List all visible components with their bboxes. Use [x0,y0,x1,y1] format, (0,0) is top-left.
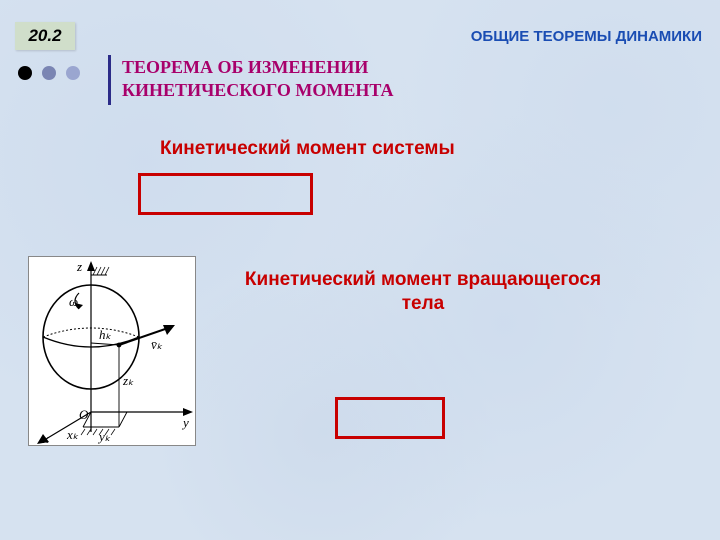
subheading-system: Кинетический момент системы [160,138,455,160]
omega-label: ω [69,294,78,309]
title-line-2: КИНЕТИЧЕСКОГО МОМЕНТА [122,80,394,100]
xk-label: xₖ [66,427,79,442]
header-topic: ОБЩИЕ ТЕОРЕМЫ ДИНАМИКИ [471,28,702,45]
hk-label: hₖ [99,327,112,342]
vk-label: v̄ₖ [151,337,163,352]
origin-label: O [79,407,89,422]
title-divider [108,55,111,105]
slide-title: ТЕОРЕМА ОБ ИЗМЕНЕНИИ КИНЕТИЧЕСКОГО МОМЕН… [122,56,542,103]
axis-z-label: z [76,259,82,274]
formula-box-1 [138,173,313,215]
yk-label: yₖ [97,429,111,444]
title-line-1: ТЕОРЕМА ОБ ИЗМЕНЕНИИ [122,57,368,77]
figure-svg: z y x O ω hₖ v̄ₖ zₖ [29,257,197,447]
dot-3 [66,66,80,80]
subheading-rotating: Кинетический момент вращающегося тела [208,268,638,316]
page-number-box: 20.2 [15,22,75,50]
zk-label: zₖ [122,373,134,388]
rotating-body-figure: z y x O ω hₖ v̄ₖ zₖ [28,256,196,446]
axis-y-label: y [181,415,189,430]
formula-box-2 [335,397,445,439]
subheading-rotating-l2: тела [402,293,445,314]
decorative-dots [18,66,80,80]
subheading-rotating-l1: Кинетический момент вращающегося [245,269,601,290]
dot-1 [18,66,32,80]
axis-x-label: x [42,431,49,446]
dot-2 [42,66,56,80]
